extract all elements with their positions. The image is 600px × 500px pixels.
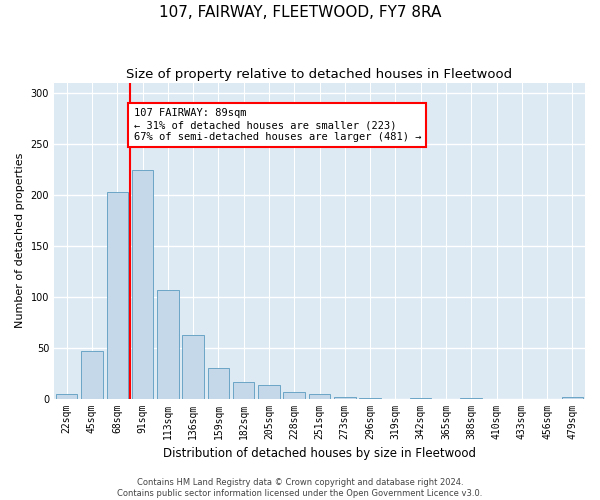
Bar (107, 192, 128, 398)
Bar (283, 392, 305, 398)
Text: Contains HM Land Registry data © Crown copyright and database right 2024.
Contai: Contains HM Land Registry data © Crown c… (118, 478, 482, 498)
Bar (81, 350, 103, 399)
Bar (208, 368, 229, 398)
Bar (258, 386, 280, 398)
Title: Size of property relative to detached houses in Fleetwood: Size of property relative to detached ho… (127, 68, 512, 80)
Bar (334, 396, 356, 398)
Bar (157, 290, 179, 399)
Text: 107, FAIRWAY, FLEETWOOD, FY7 8RA: 107, FAIRWAY, FLEETWOOD, FY7 8RA (159, 5, 441, 20)
Bar (562, 396, 583, 398)
X-axis label: Distribution of detached houses by size in Fleetwood: Distribution of detached houses by size … (163, 447, 476, 460)
Bar (56, 394, 77, 398)
Bar (182, 336, 204, 398)
Text: 107 FAIRWAY: 89sqm
← 31% of detached houses are smaller (223)
67% of semi-detach: 107 FAIRWAY: 89sqm ← 31% of detached hou… (134, 108, 421, 142)
Bar (132, 170, 153, 398)
Bar (309, 394, 330, 398)
Bar (233, 382, 254, 398)
Y-axis label: Number of detached properties: Number of detached properties (15, 153, 25, 328)
